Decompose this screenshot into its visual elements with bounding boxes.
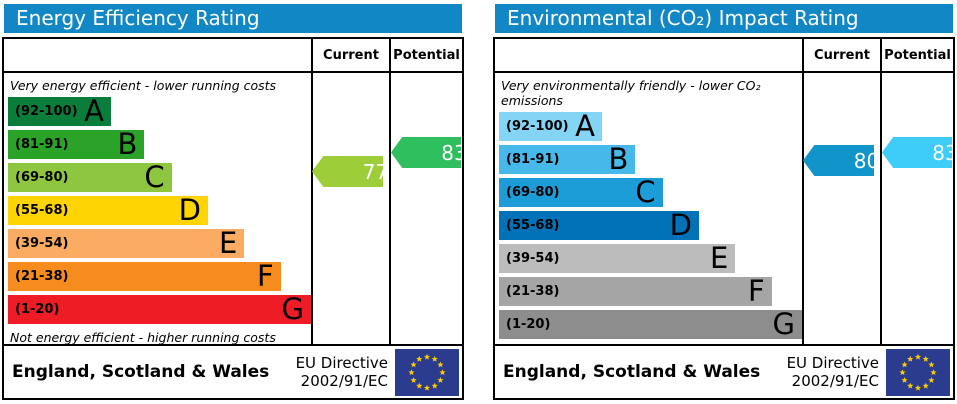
band-range-label: (21-38) (15, 269, 69, 284)
current-column-header: Current (311, 39, 389, 73)
environmental-impact-panel: Environmental (CO₂) Impact Rating Curren… (491, 0, 957, 404)
band-letter: B (117, 127, 138, 161)
panel-title: Energy Efficiency Rating (4, 4, 462, 33)
eu-directive-line2: 2002/91/EC (791, 372, 879, 390)
top-note: Very energy efficient - lower running co… (10, 78, 277, 93)
region-label: England, Scotland & Wales (12, 362, 270, 382)
footer: England, Scotland & Wales EU Directive 2… (495, 344, 953, 398)
band-f: (21-38) F (499, 277, 772, 306)
band-b: (81-91) B (8, 127, 145, 161)
band-g: (1-20) G (499, 310, 802, 339)
band-chart-area: Very environmentally friendly - lower CO… (495, 73, 802, 344)
rating-table: Current Potential Very energy efficient … (2, 37, 464, 400)
band-range-label: (81-91) (15, 137, 69, 152)
band-d: (55-68) D (499, 211, 699, 240)
band-letter: A (575, 109, 596, 143)
eu-flag-icon (395, 348, 459, 396)
band-letter: C (144, 160, 165, 194)
footer: England, Scotland & Wales EU Directive 2… (4, 344, 462, 398)
band-letter: F (748, 274, 765, 308)
potential-rating-arrow: 83 (882, 137, 952, 168)
rating-bands: (92-100) A (81-91) B (69-80) C (55-68) D (499, 112, 802, 343)
rating-bands: (92-100) A (81-91) B (69-80) C (55-68) D (8, 97, 311, 328)
band-letter: B (608, 142, 629, 176)
eu-directive-label: EU Directive 2002/91/EC (787, 354, 879, 390)
band-range-label: (55-68) (506, 218, 560, 233)
band-g: (1-20) G (8, 295, 311, 324)
band-range-label: (39-54) (506, 251, 560, 266)
band-c: (69-80) C (499, 178, 663, 207)
band-range-label: (69-80) (15, 170, 69, 185)
panel-title: Environmental (CO₂) Impact Rating (495, 4, 953, 33)
band-range-label: (69-80) (506, 185, 560, 200)
band-letter: C (635, 175, 656, 209)
eu-flag-icon (886, 348, 950, 396)
band-range-label: (81-91) (506, 152, 560, 167)
band-letter: E (219, 226, 238, 260)
band-letter: G (281, 292, 304, 326)
potential-column (880, 73, 953, 344)
band-letter: A (84, 94, 105, 128)
region-label: England, Scotland & Wales (503, 362, 761, 382)
band-range-label: (55-68) (15, 203, 69, 218)
band-range-label: (92-100) (506, 119, 569, 134)
band-letter: F (257, 259, 274, 293)
corner-cell (495, 39, 802, 73)
band-d: (55-68) D (8, 196, 208, 225)
rating-table: Current Potential Very environmentally f… (493, 37, 955, 400)
current-rating-arrow: 80 (803, 145, 874, 176)
band-chart-area: Very energy efficient - lower running co… (4, 73, 311, 344)
band-c: (69-80) C (8, 163, 172, 192)
current-column (802, 73, 880, 344)
band-letter: G (772, 307, 795, 341)
band-range-label: (1-20) (15, 302, 60, 317)
band-letter: D (178, 193, 201, 227)
band-range-label: (39-54) (15, 236, 69, 251)
corner-cell (4, 39, 311, 73)
eu-directive-line1: EU Directive (295, 354, 388, 372)
potential-column-header: Potential (389, 39, 462, 73)
band-e: (39-54) E (8, 226, 245, 260)
band-letter: D (669, 208, 692, 242)
current-column-header: Current (802, 39, 880, 73)
band-f: (21-38) F (8, 262, 281, 291)
current-rating-arrow: 77 (312, 156, 383, 187)
band-range-label: (92-100) (15, 104, 78, 119)
eu-directive-line1: EU Directive (786, 354, 879, 372)
potential-column-header: Potential (880, 39, 953, 73)
potential-column (389, 73, 462, 344)
band-range-label: (1-20) (506, 317, 551, 332)
energy-efficiency-panel: Energy Efficiency Rating Current Potenti… (0, 0, 466, 404)
bottom-note: Not energy efficient - higher running co… (10, 330, 276, 344)
band-e: (39-54) E (499, 241, 736, 275)
band-a: (92-100) A (499, 109, 603, 143)
band-a: (92-100) A (8, 94, 112, 128)
eu-directive-line2: 2002/91/EC (300, 372, 388, 390)
top-note: Very environmentally friendly - lower CO… (501, 78, 761, 108)
band-letter: E (710, 241, 729, 275)
band-b: (81-91) B (499, 142, 636, 176)
potential-rating-arrow: 83 (391, 137, 461, 168)
current-column (311, 73, 389, 344)
band-range-label: (21-38) (506, 284, 560, 299)
eu-directive-label: EU Directive 2002/91/EC (296, 354, 388, 390)
